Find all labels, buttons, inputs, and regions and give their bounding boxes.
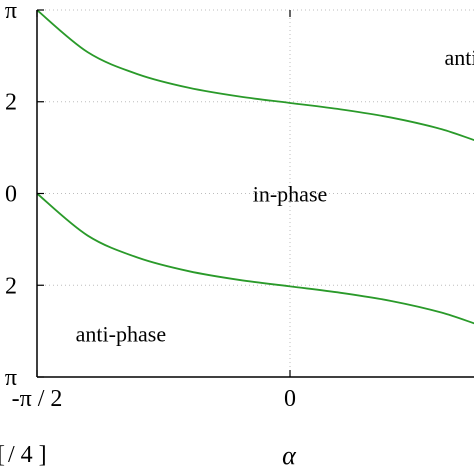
region-label-2: anti-phase [76,322,166,347]
x-axis-label: α [282,441,297,470]
boundary-curve-0 [36,9,474,142]
region-label-0: anti-phase [445,45,474,70]
tick-labels: -π / 2 0 π 2 0 2 π [5,0,296,412]
y-tick-label-3: 2 [5,273,17,299]
boundary-curves [36,9,474,325]
extra-label: / 4 ] [8,442,47,468]
region-labels: anti-phase in-phase anti-phase [76,45,474,347]
bracket-open-label: [ [0,442,5,468]
plot-frame [36,9,474,378]
y-tick-label-1: 2 [5,90,17,116]
x-tick-label-1: 0 [284,386,296,412]
boundary-curve-1 [36,192,474,325]
y-tick-label-2: 0 [5,182,17,208]
region-label-1: in-phase [253,182,328,207]
y-tick-label-4: π [5,365,17,391]
y-tick-label-0: π [5,0,17,24]
x-tick-label-0: -π / 2 [12,386,63,412]
